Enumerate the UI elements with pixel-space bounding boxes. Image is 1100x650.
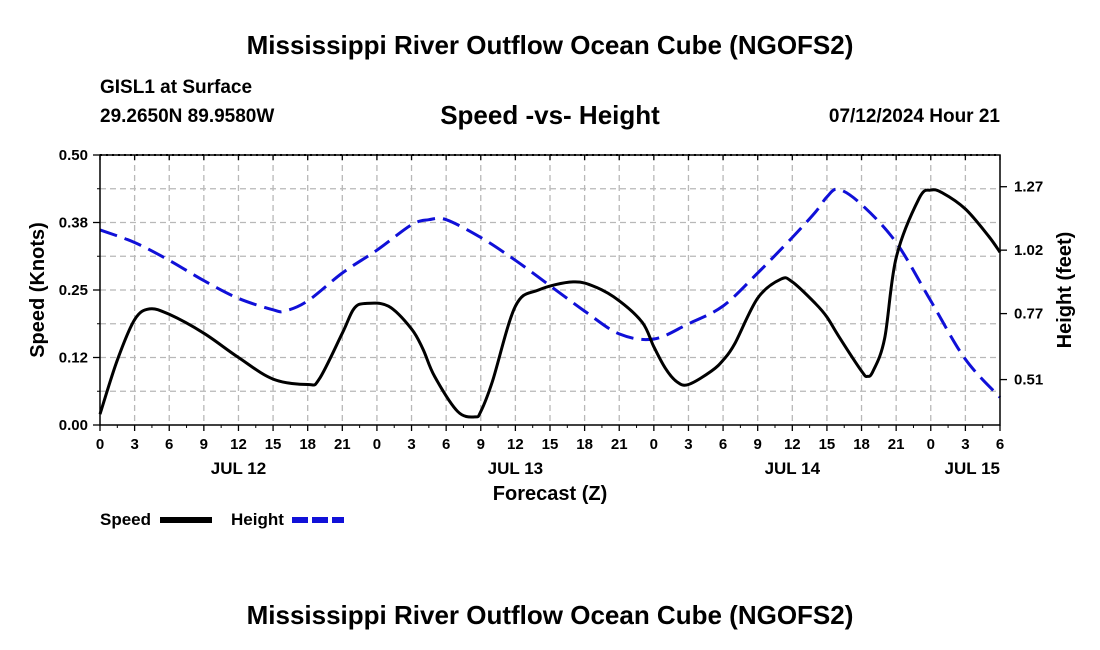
- x-tick-label: 18: [576, 436, 593, 453]
- x-tick-label: 0: [927, 436, 935, 453]
- series-line-speed: [98, 188, 1002, 419]
- x-tick-label: 9: [477, 436, 485, 453]
- y-tick-label-left: 0.00: [59, 417, 88, 434]
- x-tick-label: 18: [299, 436, 316, 453]
- y-tick-label-right: 0.51: [1014, 372, 1043, 389]
- x-tick-label: 12: [507, 436, 524, 453]
- x-tick-label: 0: [373, 436, 381, 453]
- x-axis-label: Forecast (Z): [493, 483, 607, 505]
- x-tick-label: 21: [611, 436, 628, 453]
- x-tick-label: 6: [165, 436, 173, 453]
- x-tick-label: 21: [888, 436, 905, 453]
- coordinates-label: 29.2650N 89.9580W: [100, 106, 275, 127]
- x-tick-label: 18: [853, 436, 870, 453]
- x-tick-label: 15: [819, 436, 836, 453]
- x-tick-label: 9: [200, 436, 208, 453]
- x-tick-label: 6: [442, 436, 450, 453]
- y-tick-label-right: 1.02: [1014, 242, 1043, 259]
- y-tick-label-right: 0.77: [1014, 306, 1043, 323]
- forecast-datetime: 07/12/2024 Hour 21: [828, 106, 1000, 127]
- y-tick-label-left: 0.12: [59, 350, 88, 367]
- axes: 0 3 6 9 12 15 18 21 0 3 6 9 12 15 18 21 0 3 6 9 12 15 18 21 0 3 6 J…: [59, 147, 1043, 478]
- series-line-height: [99, 187, 1002, 399]
- x-tick-label: 6: [719, 436, 727, 453]
- y-tick-label-left: 0.38: [59, 215, 88, 232]
- x-tick-label: 3: [130, 436, 138, 453]
- x-tick-label: 0: [650, 436, 658, 453]
- x-tick-label: 12: [784, 436, 801, 453]
- x-tick-label: 0: [96, 436, 104, 453]
- x-day-label: JUL 15: [945, 459, 1000, 478]
- legend: Speed Height: [100, 510, 344, 529]
- y-axis-label-left: Speed (Knots): [27, 222, 49, 358]
- station-label: GISL1 at Surface: [100, 77, 253, 98]
- legend-label-height: Height: [231, 510, 284, 529]
- footer-title: Mississippi River Outflow Ocean Cube (NG…: [246, 600, 854, 630]
- gridlines: [100, 155, 1000, 425]
- x-tick-label: 9: [754, 436, 762, 453]
- chart-subtitle: Speed -vs- Height: [440, 100, 660, 130]
- x-tick-label: 15: [542, 436, 559, 453]
- x-tick-label: 3: [684, 436, 692, 453]
- legend-label-speed: Speed: [100, 510, 151, 529]
- y-tick-label-left: 0.50: [59, 147, 88, 164]
- x-tick-label: 12: [230, 436, 247, 453]
- x-day-label: JUL 14: [765, 459, 821, 478]
- y-tick-label-right: 1.27: [1014, 179, 1043, 196]
- x-tick-label: 15: [265, 436, 282, 453]
- x-tick-label: 21: [334, 436, 351, 453]
- y-axis-label-right: Height (feet): [1054, 232, 1076, 349]
- y-tick-label-left: 0.25: [59, 282, 88, 299]
- x-day-label: JUL 12: [211, 459, 266, 478]
- main-title: Mississippi River Outflow Ocean Cube (NG…: [246, 30, 854, 60]
- x-day-label: JUL 13: [488, 459, 543, 478]
- x-tick-label: 3: [407, 436, 415, 453]
- x-tick-label: 3: [961, 436, 969, 453]
- series-layer: [98, 187, 1002, 419]
- x-tick-label: 6: [996, 436, 1004, 453]
